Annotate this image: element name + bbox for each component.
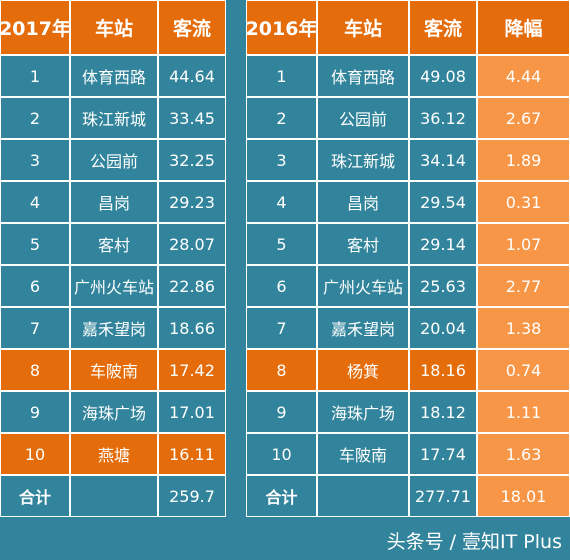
table-cell: 海珠广场 [70, 391, 158, 433]
table-cell: 0.31 [477, 181, 570, 223]
table-cell: 2.77 [477, 265, 570, 307]
table-cell: 18.12 [409, 391, 477, 433]
table-cell: 3 [246, 139, 317, 181]
header-cell: 客流 [409, 0, 477, 55]
table-cell: 珠江新城 [317, 139, 409, 181]
table-cell: 体育西路 [317, 55, 409, 97]
table-cell: 1 [0, 55, 70, 97]
table-cell: 4.44 [477, 55, 570, 97]
table-cell: 体育西路 [70, 55, 158, 97]
table-cell: 0.74 [477, 349, 570, 391]
total-cell: 259.7 [158, 475, 226, 517]
table-cell: 17.42 [158, 349, 226, 391]
table-cell: 1.89 [477, 139, 570, 181]
table-cell: 36.12 [409, 97, 477, 139]
table-cell: 44.64 [158, 55, 226, 97]
table-cell: 29.23 [158, 181, 226, 223]
table-cell: 1.07 [477, 223, 570, 265]
table-cell: 28.07 [158, 223, 226, 265]
table-cell: 7 [0, 307, 70, 349]
header-cell: 降幅 [477, 0, 570, 55]
table-cell: 9 [0, 391, 70, 433]
table-cell: 16.11 [158, 433, 226, 475]
table-cell: 5 [246, 223, 317, 265]
table-cell: 25.63 [409, 265, 477, 307]
table-cell: 车陂南 [317, 433, 409, 475]
header-cell: 客流 [158, 0, 226, 55]
table-cell: 广州火车站 [70, 265, 158, 307]
table-cell: 嘉禾望岗 [70, 307, 158, 349]
total-empty [317, 475, 409, 517]
table-cell: 33.45 [158, 97, 226, 139]
total-label: 合计 [246, 475, 317, 517]
table-cell: 公园前 [317, 97, 409, 139]
table-cell: 32.25 [158, 139, 226, 181]
total-cell: 18.01 [477, 475, 570, 517]
table-cell: 18.66 [158, 307, 226, 349]
table-cell: 昌岗 [70, 181, 158, 223]
header-cell: 2017年 [0, 0, 71, 55]
table-cell: 客村 [317, 223, 409, 265]
table-cell: 1 [246, 55, 317, 97]
table-cell: 29.54 [409, 181, 477, 223]
table-cell: 2 [246, 97, 317, 139]
table-cell: 杨箕 [317, 349, 409, 391]
header-cell: 车站 [317, 0, 409, 55]
header-cell: 2016年 [246, 0, 317, 55]
table-cell: 29.14 [409, 223, 477, 265]
table-cell: 客村 [70, 223, 158, 265]
table-cell: 9 [246, 391, 317, 433]
table-cell: 昌岗 [317, 181, 409, 223]
table-cell: 10 [246, 433, 317, 475]
table-cell: 7 [246, 307, 317, 349]
table-cell: 22.86 [158, 265, 226, 307]
table-cell: 5 [0, 223, 70, 265]
table-cell: 4 [0, 181, 70, 223]
table-cell: 8 [0, 349, 70, 391]
table-cell: 3 [0, 139, 70, 181]
table-cell: 1.63 [477, 433, 570, 475]
table-cell: 车陂南 [70, 349, 158, 391]
table-cell: 2 [0, 97, 70, 139]
total-empty [70, 475, 158, 517]
table-cell: 49.08 [409, 55, 477, 97]
table-cell: 8 [246, 349, 317, 391]
watermark: 头条号 / 壹知IT Plus [386, 531, 562, 553]
table-cell: 公园前 [70, 139, 158, 181]
table-cell: 珠江新城 [70, 97, 158, 139]
total-cell: 277.71 [409, 475, 477, 517]
table-cell: 燕塘 [70, 433, 158, 475]
table-cell: 20.04 [409, 307, 477, 349]
total-label: 合计 [0, 475, 70, 517]
table-cell: 1.11 [477, 391, 570, 433]
table-cell: 6 [0, 265, 70, 307]
table-cell: 4 [246, 181, 317, 223]
table-cell: 1.38 [477, 307, 570, 349]
table-cell: 广州火车站 [317, 265, 409, 307]
table-cell: 34.14 [409, 139, 477, 181]
table-cell: 17.74 [409, 433, 477, 475]
table-cell: 10 [0, 433, 70, 475]
table-cell: 嘉禾望岗 [317, 307, 409, 349]
table-cell: 18.16 [409, 349, 477, 391]
table-cell: 17.01 [158, 391, 226, 433]
table-cell: 2.67 [477, 97, 570, 139]
table-cell: 海珠广场 [317, 391, 409, 433]
header-cell: 车站 [70, 0, 158, 55]
table-cell: 6 [246, 265, 317, 307]
